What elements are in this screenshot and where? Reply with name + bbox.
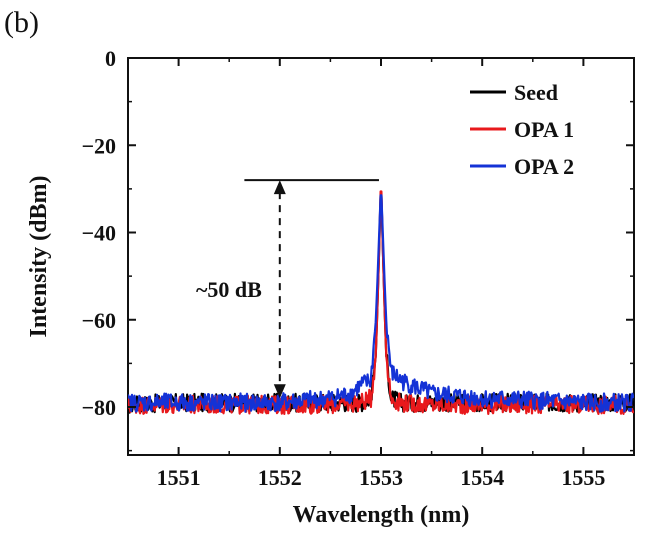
- legend: Seed OPA 1 OPA 2: [470, 80, 574, 179]
- series-line-opa-1: [128, 190, 634, 415]
- annotation-label: ~50 dB: [196, 277, 262, 302]
- y-axis-title: Intensity (dBm): [26, 175, 52, 337]
- arrow-down-icon: [273, 384, 286, 399]
- y-tick-label: −40: [81, 221, 116, 246]
- x-tick-label: 1554: [460, 465, 504, 490]
- y-axis: 0 −20 −40 −60 −80: [81, 46, 634, 452]
- legend-label: OPA 1: [514, 117, 574, 142]
- y-tick-label: 0: [105, 46, 116, 71]
- y-tick-label: −80: [81, 395, 116, 420]
- legend-label: Seed: [514, 80, 558, 105]
- x-axis-title: Wavelength (nm): [293, 502, 470, 528]
- series-line-seed: [128, 193, 634, 414]
- y-tick-label: −20: [81, 133, 116, 158]
- x-tick-label: 1553: [359, 465, 403, 490]
- x-tick-label: 1555: [561, 465, 605, 490]
- x-axis: 1551 1552 1553 1554 1555: [127, 58, 635, 490]
- arrow-up-icon: [273, 180, 286, 195]
- dynamic-range-annotation: ~50 dB: [196, 179, 379, 399]
- legend-label: OPA 2: [514, 154, 574, 179]
- series-line-opa-2: [128, 194, 634, 413]
- x-tick-label: 1551: [157, 465, 201, 490]
- y-tick-label: −60: [81, 308, 116, 333]
- x-tick-label: 1552: [258, 465, 302, 490]
- panel-label: (b): [4, 6, 39, 39]
